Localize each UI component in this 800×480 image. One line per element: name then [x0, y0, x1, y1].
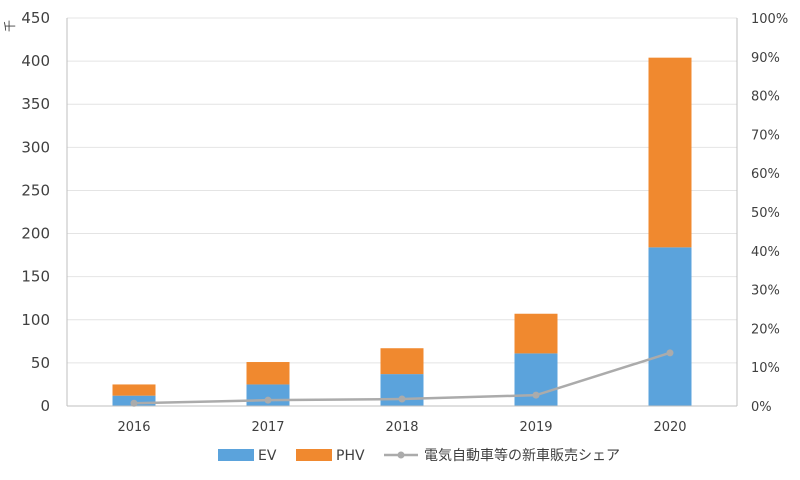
legend-swatch-ev	[218, 449, 254, 461]
right-tick-label: 70%	[751, 128, 780, 143]
right-tick-label: 40%	[751, 245, 780, 260]
bar-phv-2017	[246, 362, 290, 385]
x-tick-label: 2016	[117, 420, 150, 435]
bar-phv-2018	[380, 348, 424, 375]
legend-label: 電気自動車等の新車販売シェア	[424, 447, 620, 464]
right-tick-label: 30%	[751, 284, 780, 299]
left-axis-unit: 千	[3, 20, 17, 32]
right-tick-label: 0%	[751, 400, 772, 415]
legend-swatch-phv	[296, 449, 332, 461]
legend: EV PHV 電気自動車等の新車販売シェア	[218, 447, 620, 464]
x-axis-ticks: 2016 2017 2018 2019 2020	[117, 420, 686, 435]
left-tick-label: 400	[21, 52, 50, 70]
right-tick-label: 100%	[751, 12, 788, 27]
x-tick-label: 2019	[519, 420, 552, 435]
share-point-2018	[398, 395, 406, 403]
share-point-2020	[666, 349, 674, 357]
axes	[66, 18, 738, 407]
right-tick-label: 90%	[751, 51, 780, 66]
x-tick-label: 2020	[653, 420, 686, 435]
left-tick-label: 350	[21, 95, 50, 113]
share-point-2017	[264, 396, 272, 404]
bar-ev-2020	[648, 247, 692, 406]
left-tick-label: 300	[21, 138, 50, 156]
left-axis-ticks: 0 50 100 150 200 250 300 350 400 450	[21, 9, 50, 415]
x-tick-label: 2017	[251, 420, 284, 435]
right-tick-label: 50%	[751, 206, 780, 221]
right-tick-label: 20%	[751, 322, 780, 337]
right-axis-ticks: 0% 10% 20% 30% 40% 50% 60% 70% 80% 90% 100%	[751, 12, 788, 415]
left-tick-label: 200	[21, 225, 50, 243]
share-point-2019	[532, 391, 540, 399]
legend-line-marker	[397, 451, 405, 459]
share-line	[130, 349, 674, 407]
right-tick-label: 60%	[751, 167, 780, 182]
right-tick-label: 80%	[751, 90, 780, 105]
bar-phv-2019	[514, 313, 558, 354]
left-tick-label: 50	[31, 354, 50, 372]
left-tick-label: 250	[21, 181, 50, 199]
share-point-2016	[130, 399, 138, 407]
right-tick-label: 10%	[751, 361, 780, 376]
bar-phv-2016	[112, 384, 156, 396]
left-tick-label: 150	[21, 268, 50, 286]
left-tick-label: 100	[21, 311, 50, 329]
left-tick-label: 450	[21, 9, 50, 27]
left-tick-label: 0	[40, 397, 50, 415]
legend-label: EV	[258, 448, 277, 464]
bar-phv-2020	[648, 57, 692, 248]
x-tick-label: 2018	[385, 420, 418, 435]
bars	[112, 57, 692, 406]
legend-label: PHV	[336, 448, 365, 464]
gridlines	[67, 17, 737, 364]
